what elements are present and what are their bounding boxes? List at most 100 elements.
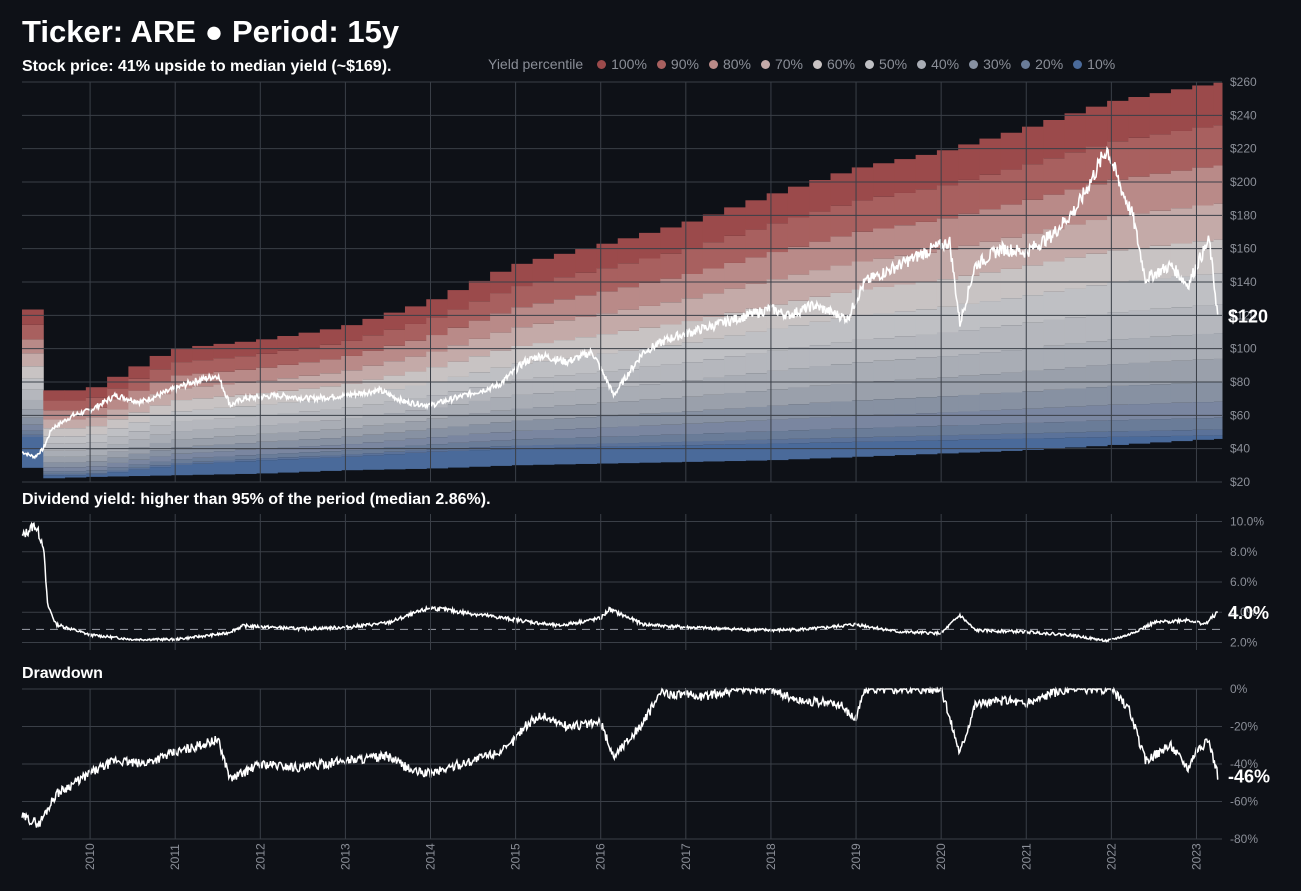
price-band (256, 454, 278, 459)
price-band (894, 436, 917, 442)
price-band (575, 248, 597, 273)
price-band (85, 442, 108, 450)
price-band (1064, 421, 1087, 433)
price-band (766, 350, 789, 371)
price-band (1022, 391, 1044, 409)
price-band (277, 453, 300, 458)
price-band (639, 305, 661, 328)
legend-label: 20% (1035, 56, 1064, 72)
price-band (490, 410, 512, 423)
price-band (681, 298, 704, 322)
price-band (830, 318, 853, 343)
price-band (596, 291, 619, 314)
price-band (809, 321, 832, 346)
price-band (936, 396, 959, 413)
price-band (64, 475, 87, 478)
price-band (234, 369, 257, 383)
price-band (553, 277, 576, 300)
price-band (724, 432, 746, 441)
price-band (170, 388, 193, 401)
price-band (958, 179, 980, 214)
price-band (851, 437, 874, 442)
price-band (553, 444, 576, 448)
price-band (851, 315, 874, 340)
price-band (298, 458, 321, 472)
price-band (936, 185, 959, 219)
price-band (936, 377, 959, 397)
price-band (681, 342, 704, 363)
price-band (234, 416, 257, 427)
price-band (809, 385, 832, 403)
price-band (22, 324, 44, 340)
price-band (234, 449, 257, 456)
price-band (617, 426, 640, 437)
yield-line (21, 521, 1219, 643)
price-band (234, 461, 257, 474)
price-band (43, 436, 66, 444)
price-band (1107, 100, 1129, 142)
price-band (1170, 402, 1193, 419)
price-band (192, 461, 214, 464)
price-band (341, 407, 363, 419)
price-band (1192, 85, 1214, 128)
price-band (660, 398, 683, 413)
price-band (319, 386, 342, 399)
price-band (64, 462, 87, 468)
price-band (341, 454, 363, 457)
price-band (383, 413, 406, 424)
yield-percentile-legend: Yield percentile 100% 90% 80% 70% 60% 50% 40% 3… (488, 56, 1115, 72)
price-band (22, 417, 44, 425)
price-band (702, 433, 725, 441)
price-band (149, 442, 172, 451)
price-band (468, 372, 491, 388)
price-band (319, 438, 342, 446)
price-band (617, 446, 640, 464)
price-band (319, 373, 342, 387)
price-band (702, 293, 725, 317)
price-band (915, 309, 938, 335)
price-band (596, 313, 619, 335)
price-band (830, 236, 853, 266)
price-band (745, 283, 768, 309)
price-band (170, 459, 193, 464)
price-band (660, 364, 683, 383)
price-band (64, 456, 87, 463)
price-band (873, 414, 895, 428)
price-band (1064, 224, 1087, 258)
price-band (766, 304, 789, 329)
price-band (553, 447, 576, 465)
legend-item: 100% (597, 56, 647, 72)
price-band (915, 440, 938, 455)
price-band (809, 345, 832, 367)
price-band (809, 241, 832, 271)
x-tick-label: 2015 (509, 843, 523, 870)
price-band (277, 336, 300, 351)
price-band (958, 394, 980, 412)
price-band (787, 217, 810, 247)
price-band (490, 440, 512, 447)
price-band (1170, 170, 1193, 209)
price-band (724, 440, 746, 445)
price-band (575, 444, 597, 448)
price-band (894, 225, 917, 256)
price-band (660, 445, 683, 463)
price-band (170, 362, 193, 376)
price-band (936, 249, 959, 280)
price-band (256, 458, 278, 461)
price-band (1000, 372, 1023, 393)
price-band (128, 390, 151, 402)
price-band (1043, 369, 1066, 390)
price-band (851, 289, 874, 316)
price-band (1213, 429, 1223, 436)
price-band (532, 445, 555, 449)
price-band (873, 286, 895, 314)
price-band (766, 193, 789, 224)
y-tick-label: $180 (1230, 208, 1257, 222)
price-band (213, 343, 236, 359)
price-band (830, 342, 853, 365)
price-band (1064, 343, 1087, 368)
price-band (596, 443, 619, 447)
price-band (426, 351, 449, 368)
price-band (1022, 199, 1044, 234)
price-band (681, 221, 704, 249)
